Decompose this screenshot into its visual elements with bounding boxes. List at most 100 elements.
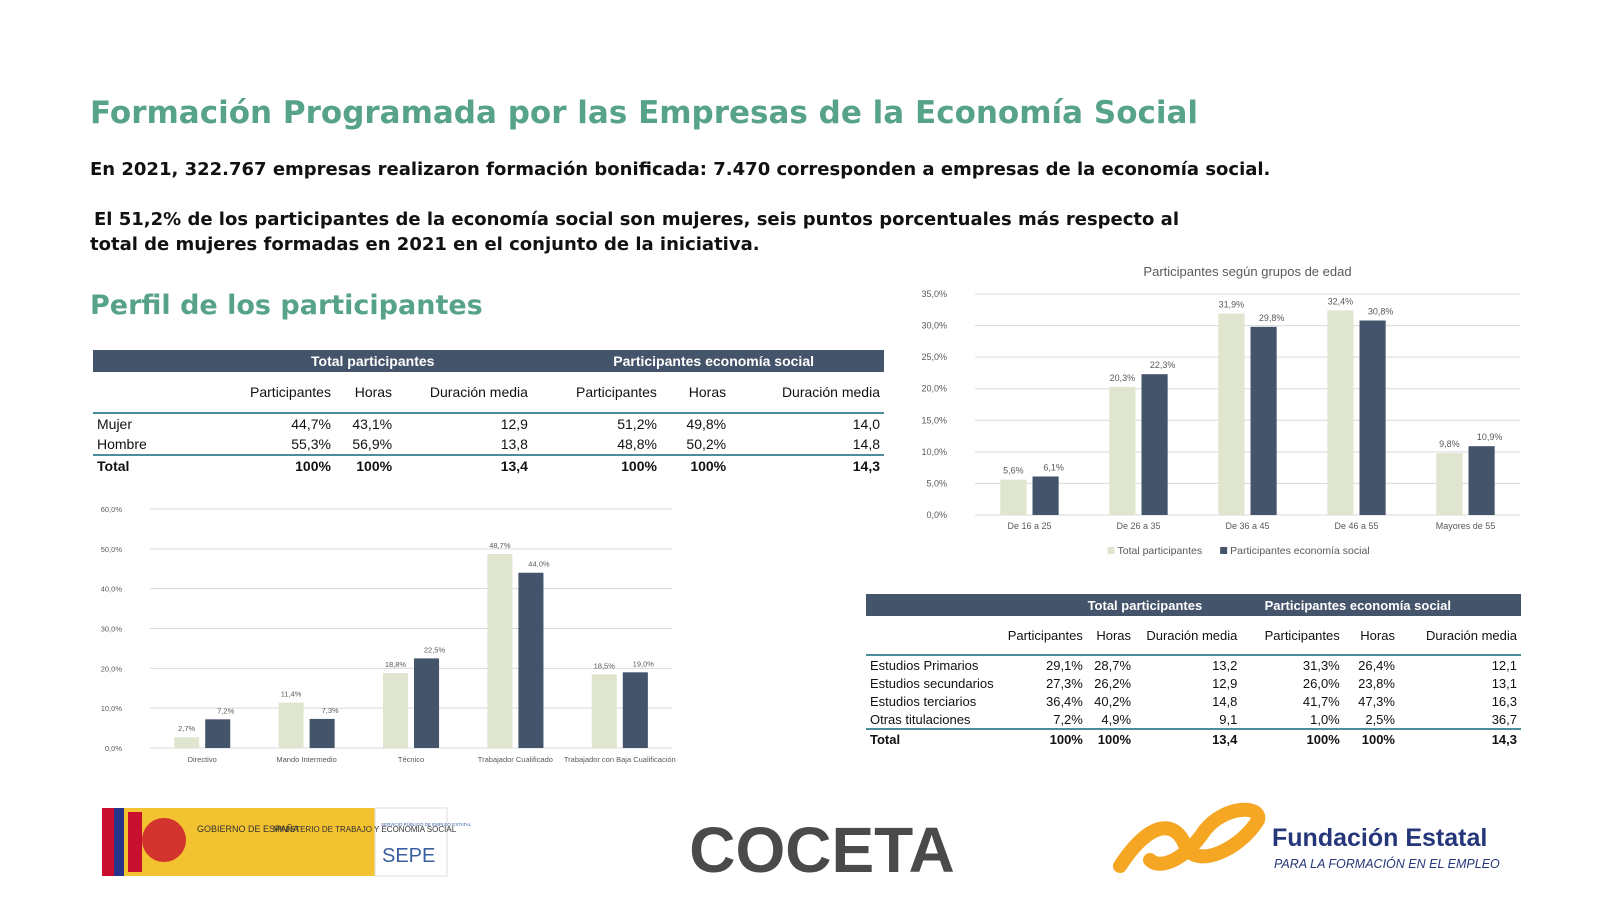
bar xyxy=(1436,453,1463,515)
table: Total participantes Participantes economí… xyxy=(93,350,884,476)
paragraph: El 51,2% de los participantes de la econ… xyxy=(90,209,1179,255)
bar xyxy=(1218,313,1245,515)
table-cell: 12,9 xyxy=(1212,675,1238,691)
column-header: Duración media xyxy=(730,372,884,414)
logo-shape xyxy=(1113,802,1266,873)
table-cell: 100% xyxy=(221,454,335,476)
legend-label: Participantes economía social xyxy=(1230,545,1370,557)
bar xyxy=(1109,386,1136,515)
table-cell: 27,3% xyxy=(1045,675,1083,691)
value-label: 22,3% xyxy=(1150,360,1176,370)
value-label: 9,8% xyxy=(1439,439,1460,449)
flag-stripe xyxy=(128,812,142,872)
column-header: Duración media xyxy=(396,372,532,414)
column-header: Horas xyxy=(1086,616,1136,656)
gobierno-logo: GOBIERNO DE ESPAÑA MINISTERIO DE TRABAJO… xyxy=(102,807,472,877)
column-header-row: Participantes Horas Duración media Particip… xyxy=(93,372,884,414)
column-header: Duración media xyxy=(1398,616,1521,656)
value-label: 22,5% xyxy=(424,645,446,654)
table-cell: 14,8 xyxy=(852,436,880,452)
bar xyxy=(1359,320,1386,515)
y-tick-label: 10,0% xyxy=(101,704,123,713)
x-tick-label: Directivo xyxy=(188,755,217,764)
column-header: Participantes xyxy=(221,372,335,414)
bar xyxy=(1327,310,1354,515)
bar xyxy=(487,554,513,748)
bar xyxy=(382,673,408,748)
y-tick-label: 35,0% xyxy=(921,289,947,299)
title: Formación Programada por las Empresas de… xyxy=(90,95,1199,131)
table-cell: Total xyxy=(866,728,998,748)
table-cell: Estudios terciarios xyxy=(870,693,977,709)
table: Total participantes Participantes economí… xyxy=(866,594,1521,748)
header-cell xyxy=(866,594,998,616)
column-header: Horas xyxy=(334,372,397,414)
logo-text: SERVICIO PÚBLICO DE EMPLEO ESTATAL xyxy=(381,821,472,827)
table-cell: 55,3% xyxy=(291,436,331,452)
bar xyxy=(278,702,304,748)
y-tick-label: 5,0% xyxy=(926,478,947,488)
table-cell: 100% xyxy=(531,454,661,476)
column-header: Participantes xyxy=(1241,616,1344,656)
group-header: Participantes economía social xyxy=(531,350,884,372)
value-label: 2,7% xyxy=(178,724,195,733)
table-cell: 100% xyxy=(1343,728,1399,748)
table-cell: 23,8% xyxy=(1358,675,1395,691)
y-tick-label: 30,0% xyxy=(101,625,123,634)
column-header: Participantes xyxy=(997,616,1087,656)
group-header: Total participantes xyxy=(997,594,1242,616)
table-cell: 7,2% xyxy=(1053,711,1083,727)
bar xyxy=(1468,446,1495,515)
group-header-row: Total participantes Participantes economí… xyxy=(866,594,1521,616)
header-cell xyxy=(866,616,998,656)
group-header: Participantes economía social xyxy=(1241,594,1521,616)
column-header-row: Participantes Horas Duración media Particip… xyxy=(866,616,1521,656)
table-cell: 9,1 xyxy=(1219,711,1238,727)
table-cell: 100% xyxy=(1241,728,1344,748)
bar xyxy=(205,719,231,748)
logo-text: GOBIERNO DE ESPAÑA xyxy=(197,824,299,834)
table-cell: 26,2% xyxy=(1094,675,1132,691)
bar xyxy=(1000,479,1027,515)
table-row: Total 100% 100% 13,4 100% 100% 14,3 xyxy=(866,728,1521,748)
table-cell: 100% xyxy=(1086,728,1136,748)
table-row: Otras titulaciones 7,2% 4,9% 9,1 1,0% 2,5% 36,… xyxy=(866,710,1521,729)
y-tick-label: 0,0% xyxy=(105,744,122,753)
table-cell: Estudios Primarios xyxy=(870,657,979,673)
table-cell: 12,1 xyxy=(1491,657,1517,673)
sepe-box xyxy=(374,807,448,877)
bar xyxy=(309,718,335,748)
table-cell: 43,1% xyxy=(352,416,393,432)
table-cell: 14,8 xyxy=(1212,693,1238,709)
value-label: 32,4% xyxy=(1328,296,1354,306)
paragraph: En 2021, 322.767 empresas realizaron for… xyxy=(90,159,1271,180)
table-cell: 13,4 xyxy=(1135,728,1242,748)
table-cell: 14,3 xyxy=(1398,728,1521,748)
bar xyxy=(591,674,617,748)
table-cell: 13,2 xyxy=(1212,657,1238,673)
bar xyxy=(414,658,440,748)
table-cell: 100% xyxy=(660,454,731,476)
table-cell: 47,3% xyxy=(1358,693,1395,709)
table-cell: 36,7 xyxy=(1491,711,1517,727)
table-cell: 100% xyxy=(997,728,1087,748)
table-cell: Mujer xyxy=(97,416,133,432)
value-label: 7,3% xyxy=(322,706,339,715)
table-cell: 16,3 xyxy=(1491,693,1517,709)
x-tick-label: De 16 a 25 xyxy=(1007,521,1051,531)
x-tick-label: De 46 a 55 xyxy=(1334,521,1378,531)
flag-stripe xyxy=(114,808,124,876)
table-cell: 56,9% xyxy=(352,436,393,452)
logo-text: SEPE xyxy=(382,845,435,867)
value-label: 19,0% xyxy=(633,659,655,668)
table-cell: 14,3 xyxy=(730,454,884,476)
flag-stripe xyxy=(102,808,114,876)
column-header: Participantes xyxy=(531,372,661,414)
y-tick-label: 25,0% xyxy=(921,352,947,362)
value-label: 7,2% xyxy=(217,706,234,715)
table-cell: 4,9% xyxy=(1101,711,1132,727)
table-cell: 2,5% xyxy=(1365,711,1395,727)
bar xyxy=(174,737,200,748)
fundacion-logo: Fundación Estatal PARA LA FORMACIÓN EN E… xyxy=(1113,802,1500,873)
table-cell: 13,4 xyxy=(396,454,532,476)
